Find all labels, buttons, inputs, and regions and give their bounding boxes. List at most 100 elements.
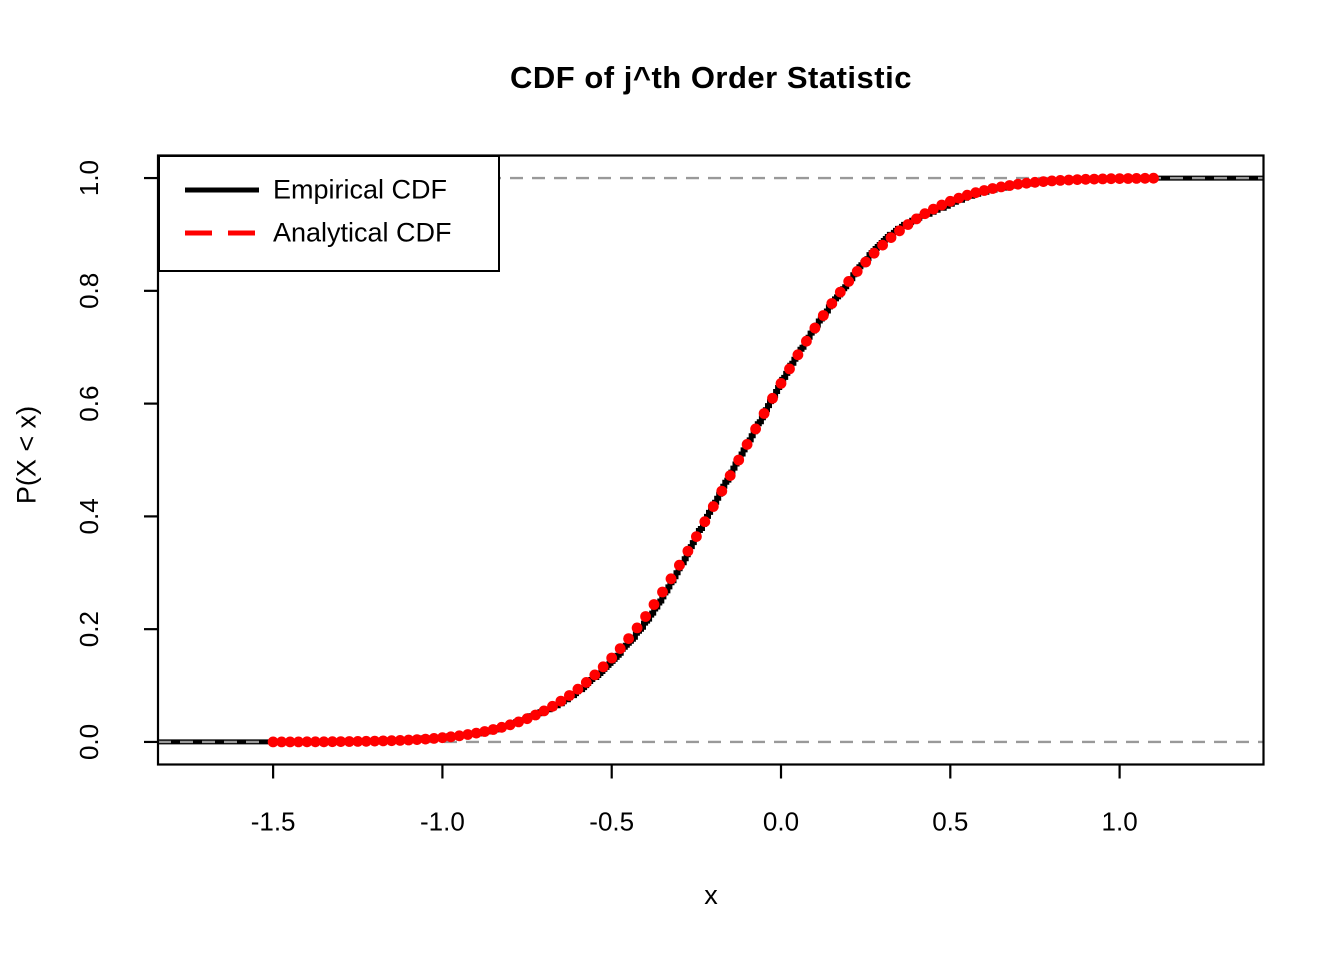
y-tick-label-5: 1.0 bbox=[74, 160, 104, 196]
analytical-cdf-point bbox=[1097, 173, 1109, 185]
analytical-cdf-point bbox=[657, 586, 668, 598]
analytical-cdf-point bbox=[394, 735, 406, 746]
y-tick-label-1: 0.2 bbox=[74, 611, 104, 647]
analytical-cdf-point bbox=[352, 736, 364, 747]
analytical-cdf-point bbox=[284, 736, 296, 748]
analytical-cdf-point bbox=[961, 189, 973, 201]
x-tick-label-3: 0.0 bbox=[763, 807, 799, 837]
analytical-cdf-point bbox=[1004, 180, 1015, 191]
analytical-cdf-point bbox=[1071, 174, 1083, 186]
analytical-cdf-point bbox=[1139, 172, 1151, 184]
analytical-cdf-point bbox=[970, 187, 982, 199]
plot-box bbox=[156, 154, 1265, 766]
analytical-cdf-point bbox=[521, 713, 533, 725]
analytical-cdf-point bbox=[1080, 173, 1092, 185]
analytical-cdf-point bbox=[1131, 173, 1142, 184]
analytical-cdf-point bbox=[318, 736, 330, 748]
analytical-cdf-point bbox=[1122, 173, 1134, 184]
legend-label-analytical: Analytical CDF bbox=[273, 217, 452, 248]
analytical-cdf-point bbox=[403, 734, 414, 746]
analytical-cdf-point bbox=[335, 736, 347, 747]
analytical-cdf-point bbox=[978, 185, 990, 196]
analytical-cdf-point bbox=[428, 733, 440, 744]
analytical-cdf-point bbox=[327, 736, 338, 748]
x-tick-label-2: -0.5 bbox=[589, 807, 634, 837]
analytical-cdf-point bbox=[1114, 173, 1125, 185]
analytical-cdf-point bbox=[767, 392, 778, 404]
analytical-cdf-point bbox=[894, 225, 905, 237]
analytical-cdf-point bbox=[301, 736, 313, 748]
analytical-cdf-point bbox=[648, 599, 660, 610]
analytical-cdf-point bbox=[572, 683, 584, 695]
analytical-cdf-point bbox=[631, 622, 643, 634]
analytical-cdf-point bbox=[724, 470, 736, 481]
y-tick-label-0: 0.0 bbox=[74, 724, 104, 760]
analytical-cdf-point bbox=[453, 730, 465, 742]
analytical-cdf-point bbox=[750, 423, 761, 435]
analytical-cdf-point bbox=[928, 203, 939, 215]
legend-label-empirical: Empirical CDF bbox=[273, 174, 448, 205]
analytical-cdf-point bbox=[953, 192, 965, 204]
analytical-cdf-point bbox=[1046, 175, 1058, 187]
analytical-cdf-point bbox=[792, 349, 804, 361]
analytical-cdf-point bbox=[758, 408, 770, 419]
analytical-cdf-point bbox=[1063, 174, 1075, 186]
analytical-cdf-point bbox=[1054, 175, 1066, 186]
analytical-cdf-point bbox=[538, 705, 550, 717]
y-tick-label-4: 0.8 bbox=[74, 273, 104, 309]
analytical-cdf-point bbox=[343, 736, 355, 747]
analytical-cdf-point bbox=[919, 208, 931, 220]
analytical-cdf-point bbox=[589, 669, 601, 681]
analytical-cdf-point bbox=[1012, 178, 1024, 190]
analytical-cdf-point bbox=[817, 310, 829, 321]
analytical-cdf-point bbox=[1021, 177, 1032, 189]
analytical-cdf-point bbox=[860, 256, 872, 268]
analytical-cdf-point bbox=[1088, 173, 1100, 185]
analytical-cdf-point bbox=[1148, 172, 1159, 184]
analytical-line-swatch bbox=[185, 230, 259, 236]
chart-title: CDF of j^th Order Statistic bbox=[510, 60, 912, 95]
analytical-cdf-point bbox=[801, 335, 812, 347]
analytical-cdf-point bbox=[640, 611, 651, 622]
y-axis-label: P(X < x) bbox=[11, 405, 42, 505]
analytical-cdf-point bbox=[293, 736, 304, 748]
analytical-cdf-point bbox=[826, 298, 838, 309]
analytical-cdf-point bbox=[699, 516, 711, 528]
analytical-cdf-point bbox=[487, 724, 499, 735]
analytical-cdf-point bbox=[987, 183, 998, 194]
analytical-cdf-point bbox=[775, 378, 787, 389]
analytical-cdf-point bbox=[885, 232, 897, 244]
empirical-line-swatch bbox=[185, 187, 259, 193]
legend-item-empirical: Empirical CDF bbox=[160, 169, 498, 211]
legend-box: Empirical CDF Analytical CDF bbox=[158, 155, 500, 272]
analytical-cdf-point bbox=[504, 719, 516, 731]
analytical-cdf-point bbox=[462, 729, 474, 740]
analytical-cdf-point bbox=[936, 199, 948, 211]
analytical-cdf-point bbox=[995, 181, 1007, 193]
analytical-cdf-point bbox=[741, 439, 753, 450]
analytical-cdf-point bbox=[437, 732, 448, 744]
analytical-cdf-point bbox=[445, 731, 457, 743]
analytical-cdf-point bbox=[580, 677, 592, 688]
analytical-cdf-point bbox=[513, 716, 524, 728]
analytical-cdf-point bbox=[479, 726, 491, 737]
x-axis-label: x bbox=[704, 880, 718, 910]
analytical-cdf-point bbox=[411, 734, 423, 745]
analytical-cdf-point bbox=[691, 531, 702, 542]
analytical-cdf-point bbox=[555, 695, 567, 707]
analytical-cdf-point bbox=[597, 661, 609, 673]
x-tick-label-1: -1.0 bbox=[420, 807, 465, 837]
analytical-cdf-point bbox=[530, 709, 541, 721]
analytical-cdf-point bbox=[851, 266, 863, 277]
analytical-cdf-point bbox=[470, 727, 482, 739]
analytical-cdf-point bbox=[547, 700, 558, 712]
analytical-cdf-point bbox=[614, 643, 626, 654]
x-tick-label-4: 0.5 bbox=[932, 807, 968, 837]
analytical-cdf-point bbox=[386, 735, 397, 747]
analytical-cdf-point bbox=[310, 736, 321, 748]
x-tick-label-0: -1.5 bbox=[251, 807, 296, 837]
analytical-cdf-point bbox=[784, 363, 795, 375]
analytical-cdf-point bbox=[623, 633, 634, 644]
